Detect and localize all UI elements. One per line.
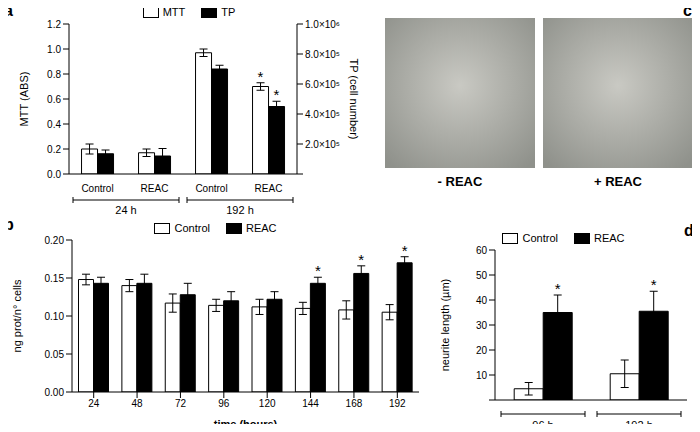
html-text:REAC: REAC [246, 222, 277, 234]
svg-text:10: 10 [476, 370, 488, 381]
svg-text:MTT (ABS): MTT (ABS) [18, 72, 30, 127]
svg-text:*: * [274, 86, 280, 103]
svg-text:6.0×10⁵: 6.0×10⁵ [305, 79, 340, 90]
svg-text:*: * [358, 251, 364, 268]
svg-text:72: 72 [175, 398, 187, 409]
svg-text:0.10: 0.10 [45, 311, 65, 322]
svg-text:*: * [402, 242, 408, 259]
svg-text:50: 50 [476, 270, 488, 281]
svg-text:*: * [555, 280, 561, 297]
svg-text:TP (cell number): TP (cell number) [348, 58, 360, 139]
svg-text:2.0×10⁵: 2.0×10⁵ [305, 139, 340, 150]
svg-text:96 h: 96 h [532, 419, 553, 424]
svg-text:REAC: REAC [141, 183, 169, 194]
svg-text:96: 96 [218, 398, 230, 409]
svg-text:4.0×10⁵: 4.0×10⁵ [305, 109, 340, 120]
html-text:TP: TP [221, 6, 236, 18]
svg-text:60: 60 [476, 245, 488, 256]
svg-text:192 h: 192 h [226, 204, 254, 214]
svg-text:192: 192 [389, 398, 406, 409]
html-text:b: b [4, 216, 14, 233]
html-text:- REAC: - REAC [437, 174, 483, 189]
svg-text:0.0: 0.0 [47, 169, 61, 180]
svg-text:neurite length (µm): neurite length (µm) [440, 279, 451, 372]
svg-text:Control: Control [81, 183, 113, 194]
html-text:REAC: REAC [594, 232, 625, 244]
svg-text:168: 168 [346, 398, 363, 409]
html-text:+ REAC: + REAC [594, 174, 642, 189]
svg-text:REAC: REAC [255, 183, 283, 194]
svg-text:0.6: 0.6 [47, 94, 61, 105]
svg-text:20: 20 [476, 345, 488, 356]
svg-text:192 h: 192 h [625, 419, 653, 424]
svg-text:24 h: 24 h [115, 204, 136, 214]
svg-text:24: 24 [88, 398, 100, 409]
svg-text:*: * [258, 68, 264, 85]
html-text:d: d [684, 222, 694, 239]
svg-text:144: 144 [302, 398, 319, 409]
html-text:a: a [4, 2, 13, 19]
svg-text:1.2: 1.2 [47, 19, 61, 30]
html-text:MTT: MTT [162, 6, 186, 18]
svg-text:30: 30 [476, 320, 488, 331]
svg-text:0.4: 0.4 [47, 119, 61, 130]
svg-text:120: 120 [259, 398, 276, 409]
svg-text:*: * [315, 262, 321, 279]
svg-text:*: * [651, 276, 657, 293]
svg-text:8.0×10⁵: 8.0×10⁵ [305, 49, 340, 60]
svg-text:0.15: 0.15 [45, 273, 65, 284]
svg-text:0.20: 0.20 [45, 235, 65, 246]
svg-text:48: 48 [132, 398, 144, 409]
svg-text:ng prot/n° cells: ng prot/n° cells [12, 279, 23, 352]
svg-text:0.05: 0.05 [45, 349, 65, 360]
svg-text:Control: Control [195, 183, 227, 194]
svg-text:time (hours): time (hours) [214, 418, 278, 424]
svg-text:40: 40 [476, 295, 488, 306]
svg-text:0.8: 0.8 [47, 69, 61, 80]
html-text:Control: Control [174, 222, 210, 234]
svg-text:0.2: 0.2 [47, 144, 61, 155]
html-text:Control: Control [522, 232, 558, 244]
html-text:c: c [683, 2, 692, 19]
svg-text:0.00: 0.00 [45, 387, 65, 398]
svg-text:1.0×10⁶: 1.0×10⁶ [305, 19, 340, 30]
svg-text:1.0: 1.0 [47, 44, 61, 55]
